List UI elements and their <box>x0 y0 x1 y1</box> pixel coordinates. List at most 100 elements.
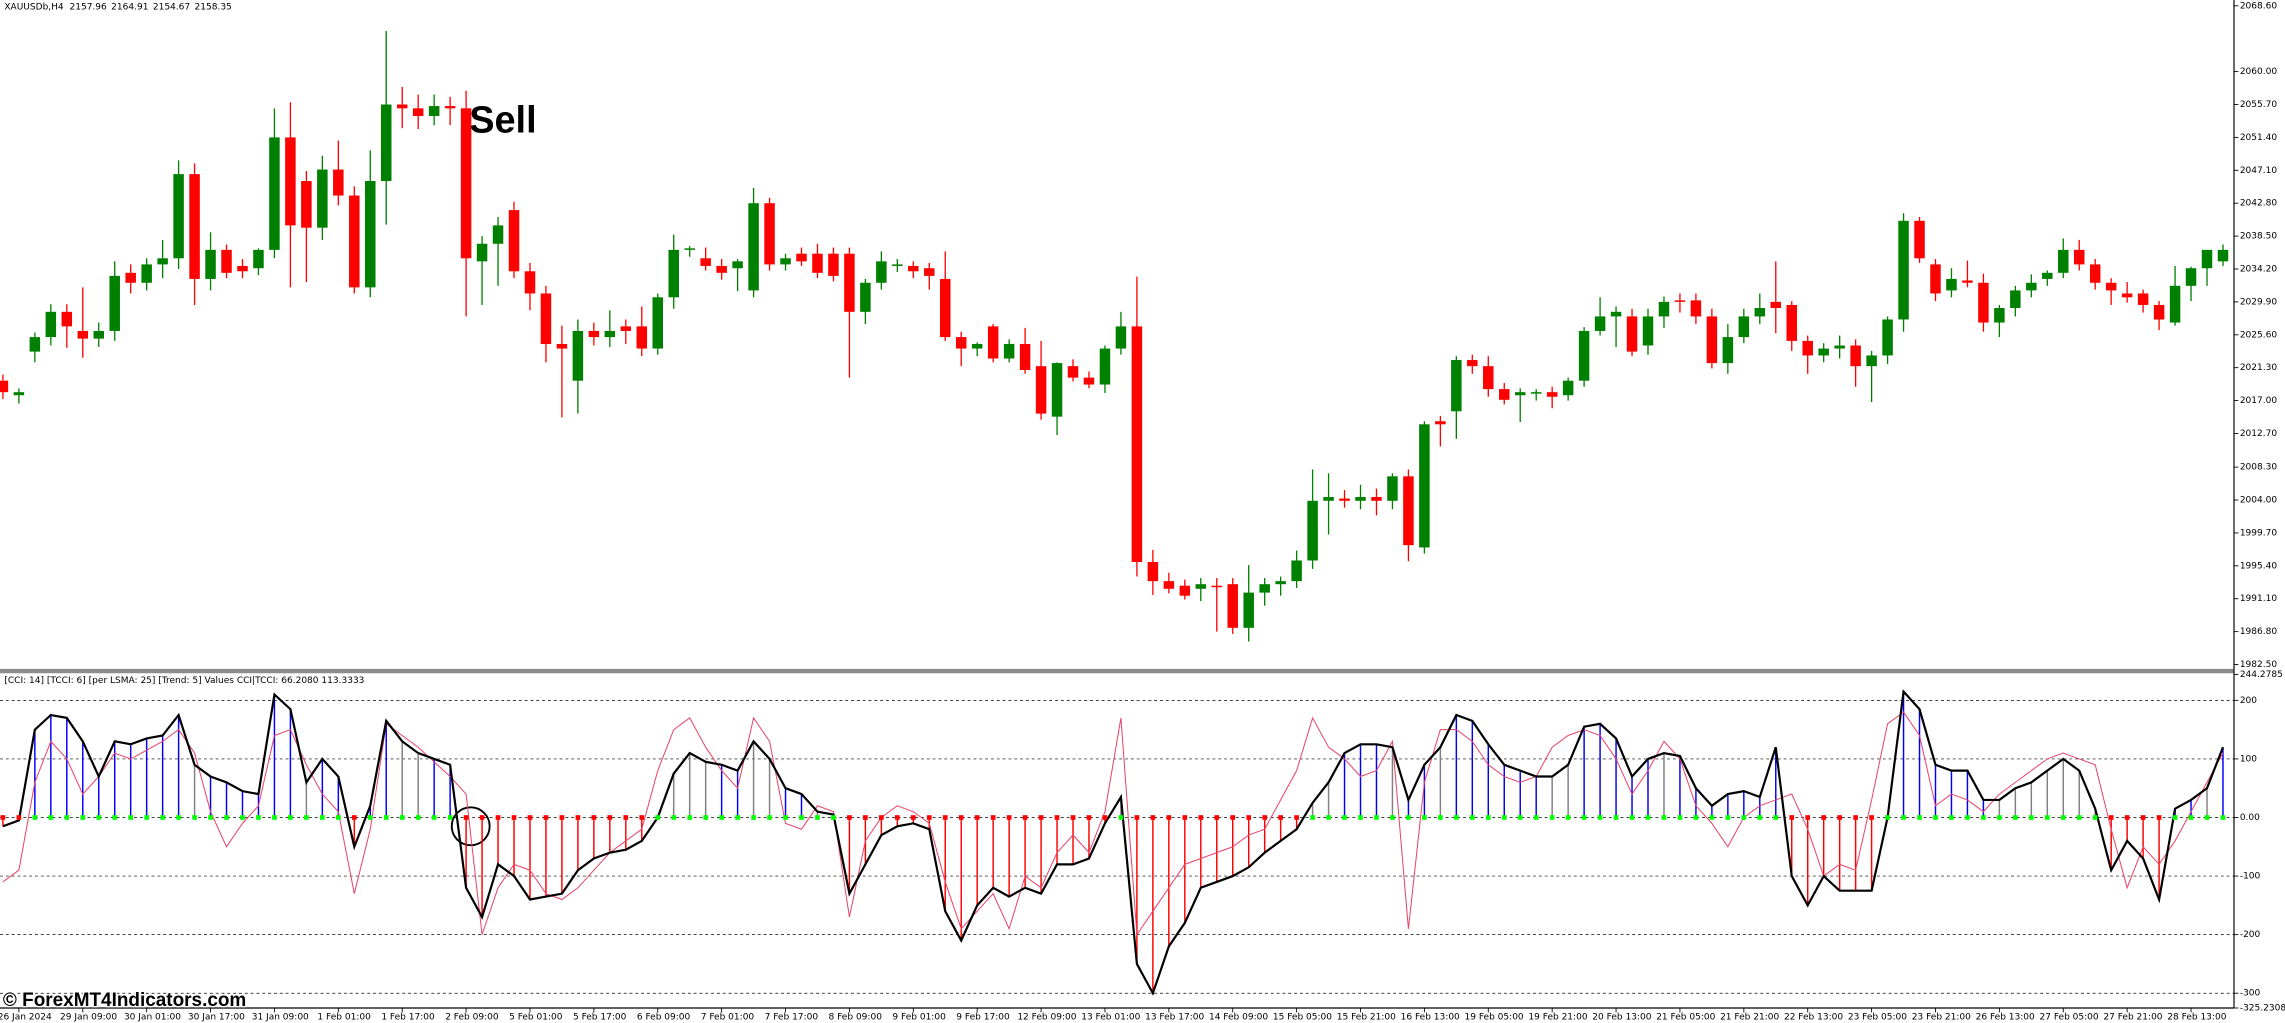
x-tick-label: 27 Feb 21:00 <box>2103 1013 2162 1023</box>
candle-body <box>732 261 743 269</box>
trend-dot <box>1294 815 1299 820</box>
trend-dot <box>799 815 804 820</box>
candle-body <box>1770 301 1782 309</box>
trend-dot <box>2156 815 2162 820</box>
candle-body <box>860 282 871 312</box>
candle-body <box>1355 496 1366 501</box>
y-tick-label: 1999.70 <box>2240 528 2278 538</box>
candle-body <box>1690 300 1702 317</box>
trend-dot <box>1645 815 1651 820</box>
candle-body <box>460 108 472 259</box>
candle-body <box>173 174 184 259</box>
candle-body <box>1594 316 1606 331</box>
trend-dot <box>623 815 629 820</box>
trend-dot <box>2188 815 2194 820</box>
x-tick-label: 2 Feb 09:00 <box>445 1013 499 1023</box>
trend-dot <box>1326 815 1331 820</box>
trend-dot <box>910 815 916 820</box>
trend-dot <box>1118 815 1124 820</box>
quote-high: 2164.91 <box>111 2 148 12</box>
trend-dot <box>1741 815 1747 820</box>
trend-dot <box>367 815 373 820</box>
trend-dot <box>2108 815 2114 820</box>
trend-dot <box>1581 815 1587 820</box>
trend-dot <box>1358 815 1363 820</box>
x-tick-label: 6 Feb 09:00 <box>637 1013 691 1023</box>
candle-body <box>476 243 488 262</box>
candle-body <box>1658 301 1670 317</box>
candle-body <box>1722 337 1734 364</box>
y-tick-label: 2042.80 <box>2240 199 2278 209</box>
trend-dot <box>463 815 469 820</box>
trend-dot <box>479 815 485 820</box>
candle-body <box>700 258 711 266</box>
candle-body <box>237 265 248 272</box>
trend-dot <box>96 815 102 820</box>
trend-dot <box>1278 815 1283 820</box>
candle-body <box>1786 304 1797 341</box>
trend-dot <box>1310 815 1315 820</box>
trend-dot <box>2172 815 2178 820</box>
x-tick-label: 26 Jan 2024 <box>0 1013 52 1023</box>
trend-dot <box>1965 815 1970 820</box>
candle-body <box>269 137 280 250</box>
trend-dot <box>1342 815 1347 820</box>
candle-body <box>1195 584 1207 589</box>
candle-body <box>924 268 935 276</box>
candle-body <box>2153 304 2165 320</box>
x-tick-label: 22 Feb 13:00 <box>1784 1013 1843 1023</box>
candle-body <box>508 210 520 272</box>
candle-body <box>892 264 903 266</box>
y-tick-label: 1986.80 <box>2240 627 2278 637</box>
trend-dot <box>1613 815 1619 820</box>
candle-body <box>221 249 232 273</box>
trend-dot <box>1086 815 1092 820</box>
x-tick-label: 21 Feb 21:00 <box>1720 1013 1779 1023</box>
candle-body <box>1003 343 1015 359</box>
candle-body <box>1179 585 1191 596</box>
candle-body <box>1259 584 1270 593</box>
candle-body <box>604 330 616 338</box>
y-tick-label: -300 <box>2240 989 2261 999</box>
candle-body <box>780 258 791 265</box>
candle-body <box>205 249 216 279</box>
quote-open: 2157.96 <box>70 2 108 12</box>
y-tick-label: 0.00 <box>2240 813 2260 823</box>
trend-dot <box>1789 815 1795 820</box>
candle-body <box>428 106 440 116</box>
x-tick-label: 19 Feb 21:00 <box>1528 1013 1587 1023</box>
trend-dot <box>32 815 38 820</box>
candle-body <box>1019 343 1031 370</box>
candle-body <box>1227 584 1238 628</box>
y-tick-label: 2034.20 <box>2240 264 2278 274</box>
x-tick-label: 9 Feb 17:00 <box>956 1013 1010 1023</box>
trend-dot <box>974 815 980 820</box>
x-tick-label: 12 Feb 09:00 <box>1017 1013 1076 1023</box>
x-tick-label: 5 Feb 01:00 <box>509 1013 563 1023</box>
trend-dot <box>894 815 900 820</box>
sell-annotation: Sell <box>469 99 536 141</box>
candle-body <box>636 326 648 349</box>
trend-dot <box>703 815 709 820</box>
candle-body <box>1403 476 1414 546</box>
y-tick-label: 1991.10 <box>2240 594 2278 604</box>
candle-body <box>380 104 392 182</box>
y-tick-label: 2068.60 <box>2240 1 2278 11</box>
trend-dot <box>1997 815 2002 820</box>
signal-circle <box>450 806 491 847</box>
candle-body <box>1866 355 1877 367</box>
candle-body <box>1499 389 1510 400</box>
trend-dot <box>176 815 181 820</box>
candle-body <box>1067 366 1079 378</box>
trend-dot <box>1102 815 1108 820</box>
trend-dot <box>2013 815 2018 820</box>
candle-body <box>285 137 296 226</box>
indicator-header: [CCI: 14] [TCCI: 6] [per LSMA: 25] [Tren… <box>4 676 364 686</box>
candle-body <box>2137 293 2149 305</box>
trend-dot <box>1182 815 1188 820</box>
candle-body <box>987 326 999 359</box>
trend-dot <box>1885 815 1890 820</box>
candle-body <box>1131 326 1143 563</box>
